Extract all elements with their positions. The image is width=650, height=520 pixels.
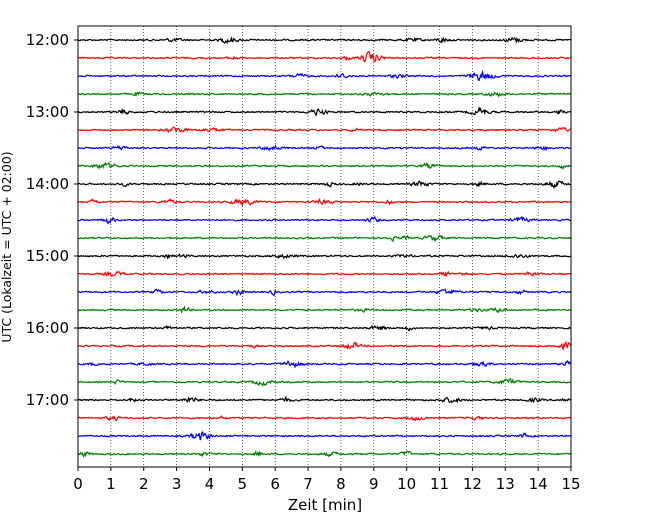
x-tick-label-4: 4 [205, 475, 215, 493]
x-tick-label-0: 0 [73, 475, 83, 493]
trace-11 [77, 234, 571, 243]
trace-7 [77, 161, 572, 170]
trace-4 [77, 105, 572, 117]
trace-19 [77, 377, 571, 387]
x-tick-label-3: 3 [172, 475, 182, 493]
trace-0 [77, 35, 571, 45]
x-tick-label-12: 12 [463, 475, 482, 493]
x-tick-label-9: 9 [369, 475, 379, 493]
x-tick-label-2: 2 [139, 475, 149, 493]
y-tick-label-2: 14:00 [26, 175, 69, 193]
y-tick-label-4: 16:00 [26, 319, 69, 337]
y-axis-ticks: 12:00 13:00 14:00 15:00 16:00 17:00 [26, 31, 78, 409]
y-tick-label-1: 13:00 [26, 103, 69, 121]
trace-15 [77, 304, 572, 315]
trace-9 [77, 197, 571, 207]
trace-3 [77, 91, 572, 98]
x-tick-label-1: 1 [106, 475, 116, 493]
trace-18 [77, 360, 571, 369]
trace-2 [77, 69, 572, 82]
x-tick-label-15: 15 [561, 475, 580, 493]
seismic-traces [77, 35, 572, 458]
x-tick-label-5: 5 [238, 475, 248, 493]
trace-5 [77, 126, 571, 134]
trace-22 [77, 431, 572, 441]
x-tick-label-13: 13 [496, 475, 515, 493]
trace-21 [77, 415, 572, 422]
trace-17 [77, 340, 572, 352]
x-tick-label-7: 7 [303, 475, 313, 493]
trace-10 [77, 215, 572, 225]
x-tick-label-14: 14 [529, 475, 548, 493]
trace-6 [77, 144, 571, 152]
x-tick-label-8: 8 [336, 475, 346, 493]
x-tick-label-10: 10 [397, 475, 416, 493]
trace-23 [77, 449, 572, 458]
y-axis-label: UTC (Lokalzeit = UTC + 02:00) [0, 151, 14, 342]
trace-1 [77, 51, 572, 63]
x-tick-label-11: 11 [430, 475, 449, 493]
x-axis-label: Zeit [min] [288, 496, 362, 514]
trace-20 [77, 395, 572, 404]
trace-14 [77, 288, 572, 297]
trace-8 [77, 180, 571, 190]
x-axis-ticks: 0 1 2 3 4 5 6 7 8 9 10 11 12 13 14 15 [73, 467, 581, 493]
trace-12 [77, 252, 572, 260]
y-tick-label-0: 12:00 [26, 31, 69, 49]
y-tick-label-3: 15:00 [26, 247, 69, 265]
plot-frame [77, 25, 572, 468]
trace-13 [77, 270, 572, 278]
y-tick-label-5: 17:00 [26, 391, 69, 409]
x-tick-label-6: 6 [270, 475, 280, 493]
trace-16 [77, 324, 571, 332]
